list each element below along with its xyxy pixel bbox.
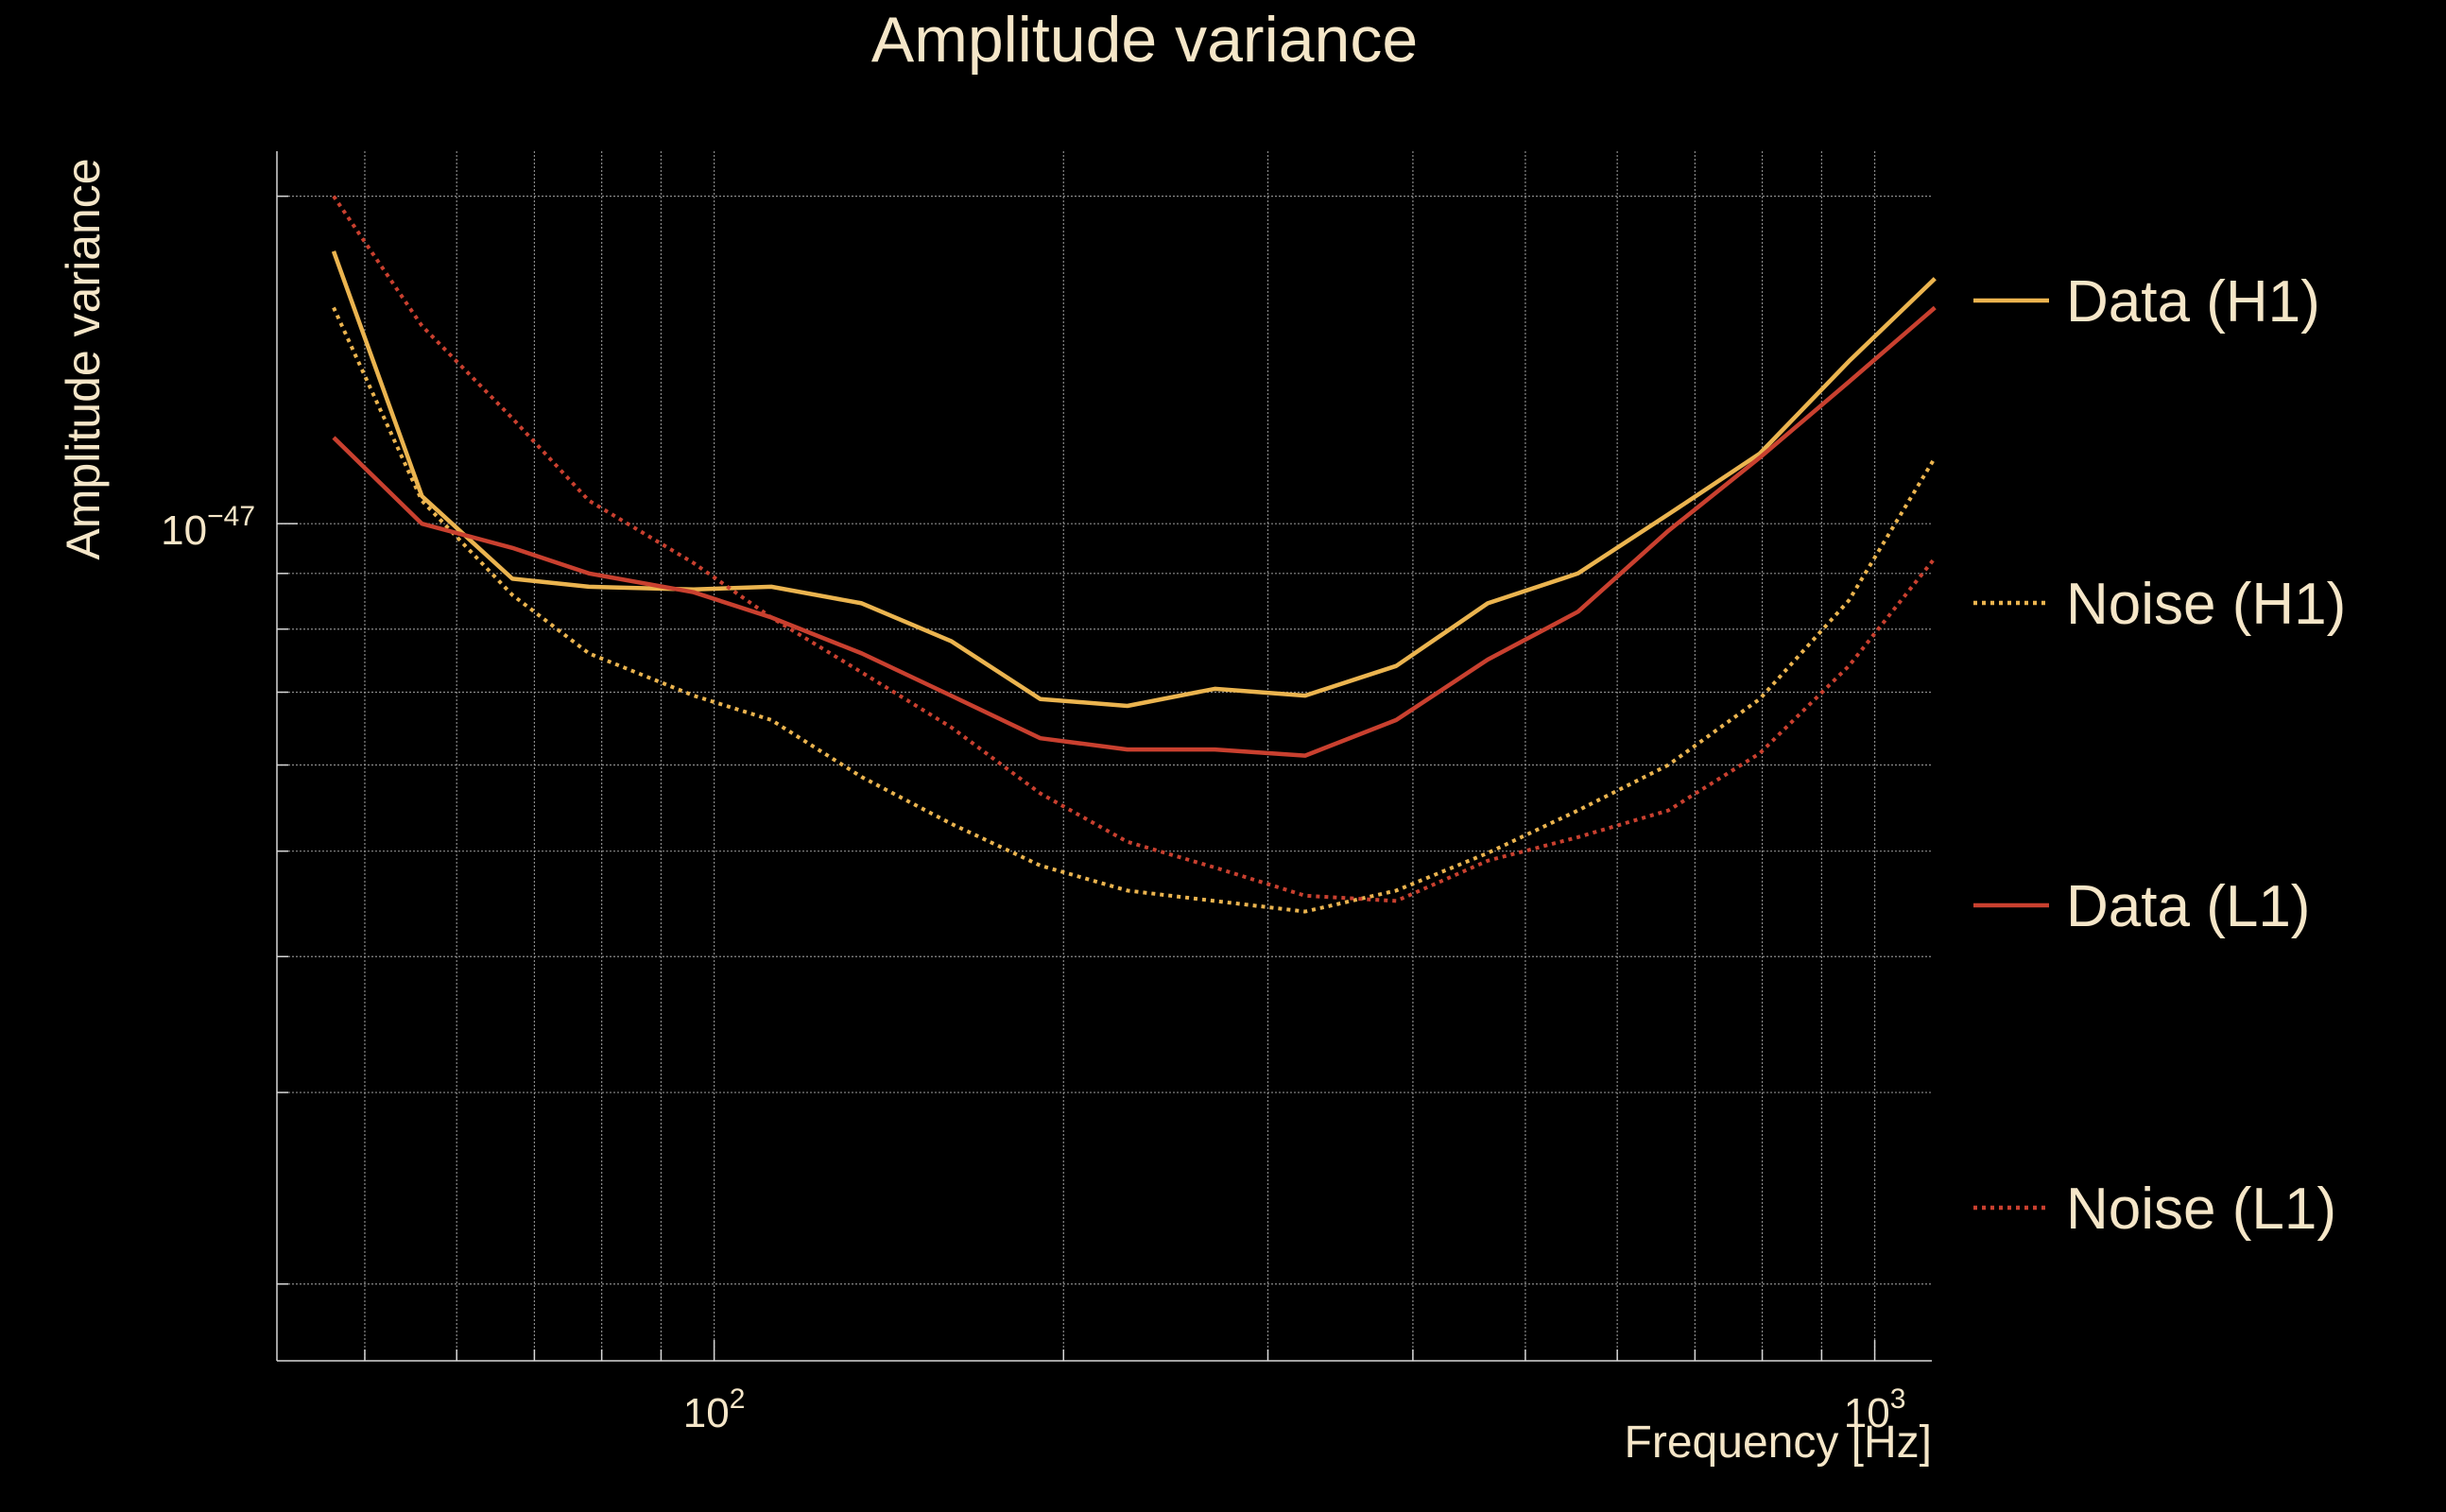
x-tick-label: 102 bbox=[683, 1383, 746, 1436]
series-lines bbox=[331, 195, 1938, 914]
series-line-data-h1 bbox=[331, 250, 1937, 709]
tick-labels: 102 103 10−47 bbox=[161, 501, 1905, 1436]
series-line-noise-h1 bbox=[332, 306, 1938, 914]
legend-label-data-h1: Data (H1) bbox=[2066, 269, 2320, 335]
axes bbox=[276, 151, 1932, 1362]
y-tick-label: 10−47 bbox=[161, 501, 255, 554]
x-tick-label: 103 bbox=[1844, 1383, 1906, 1436]
y-axis-label: Amplitude variance bbox=[57, 158, 110, 559]
chart-title: Amplitude variance bbox=[871, 4, 1418, 76]
legend: Data (H1) Noise (H1) Data (L1) Noise (L1) bbox=[1973, 269, 2346, 1242]
grid bbox=[277, 151, 1932, 1361]
series-line-data-l1 bbox=[332, 305, 1937, 758]
legend-label-noise-l1: Noise (L1) bbox=[2066, 1177, 2336, 1242]
x-axis-label: Frequency [Hz] bbox=[1625, 1418, 1932, 1468]
legend-label-data-l1: Data (L1) bbox=[2066, 874, 2310, 939]
series-line-noise-l1 bbox=[332, 195, 1937, 903]
legend-label-noise-h1: Noise (H1) bbox=[2066, 572, 2346, 637]
